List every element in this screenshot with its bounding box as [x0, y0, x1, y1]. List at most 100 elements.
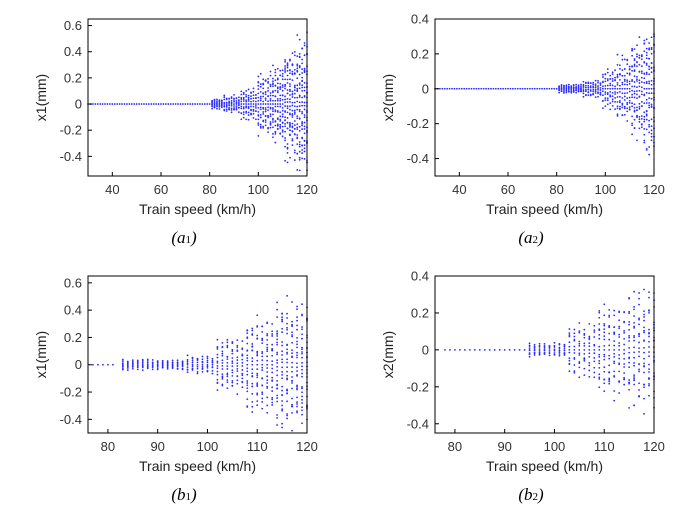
data-point [633, 90, 636, 93]
data-point [444, 348, 446, 351]
data-point [286, 400, 288, 403]
data-point [633, 379, 635, 382]
data-point [594, 86, 597, 89]
data-point [286, 66, 289, 69]
data-point [608, 338, 611, 341]
data-point [216, 367, 219, 370]
x-tick-label: 90 [497, 439, 511, 454]
data-point [276, 397, 279, 399]
data-point [301, 406, 303, 409]
data-point [608, 380, 611, 383]
data-point [587, 86, 590, 89]
data-point [485, 87, 487, 90]
data-point [261, 351, 264, 353]
data-point [284, 110, 286, 112]
data-point [648, 92, 651, 95]
data-point [616, 105, 619, 108]
data-point [638, 56, 641, 59]
y-axis-label: x1(mm) [33, 331, 49, 378]
data-point [528, 345, 531, 348]
data-point [613, 360, 616, 363]
data-point [645, 47, 648, 50]
data-point [613, 340, 616, 342]
data-point [568, 363, 571, 366]
data-point [623, 372, 626, 374]
data-point [135, 103, 138, 105]
data-point [293, 51, 296, 53]
data-point [477, 87, 480, 90]
data-point [608, 378, 611, 381]
data-point [296, 67, 299, 70]
data-point [626, 107, 629, 110]
data-point [303, 108, 306, 111]
data-point [638, 318, 640, 321]
data-point [284, 137, 286, 139]
data-point [628, 96, 631, 99]
data-point [274, 109, 277, 112]
data-point [533, 349, 536, 352]
data-point [291, 335, 293, 338]
data-point [237, 99, 240, 101]
data-point [609, 108, 612, 111]
data-point [497, 87, 500, 90]
data-point [146, 359, 149, 362]
data-point [650, 97, 653, 100]
data-point [289, 112, 291, 115]
data-point [583, 352, 586, 355]
data-point [636, 76, 638, 78]
data-point [293, 120, 296, 122]
data-point [196, 372, 199, 375]
data-point [514, 87, 517, 90]
data-point [242, 93, 245, 95]
data-point [558, 353, 561, 355]
data-point [281, 103, 284, 105]
data-point [246, 354, 249, 357]
data-point [650, 105, 653, 108]
data-point [246, 398, 249, 401]
data-point [553, 348, 556, 351]
data-point [573, 352, 576, 354]
data-point [231, 369, 234, 371]
data-point [251, 360, 254, 363]
data-point [259, 126, 262, 129]
data-point [511, 87, 514, 90]
data-point [465, 87, 468, 90]
data-point [643, 386, 645, 389]
data-point [251, 329, 254, 332]
data-point [613, 344, 616, 347]
data-point [136, 360, 139, 363]
data-point [250, 103, 252, 105]
data-point [276, 400, 279, 403]
data-point [276, 123, 279, 126]
data-point [276, 67, 279, 70]
data-point [598, 311, 601, 314]
data-point [259, 91, 262, 93]
data-point [281, 344, 284, 347]
data-point [301, 104, 304, 107]
data-point [252, 90, 255, 93]
data-point [296, 354, 298, 357]
data-point [588, 375, 591, 378]
data-point [186, 358, 189, 361]
data-point [598, 373, 601, 376]
data-point [286, 97, 289, 100]
data-point [593, 324, 596, 327]
data-point [257, 84, 260, 87]
data-point [257, 135, 260, 137]
data-point [633, 92, 636, 95]
data-point [281, 358, 284, 361]
data-point [638, 120, 641, 123]
data-point [633, 404, 635, 407]
data-point [284, 67, 286, 70]
data-point [584, 88, 587, 91]
data-point [636, 106, 638, 109]
data-point [298, 105, 301, 107]
data-point [126, 365, 129, 368]
data-point [301, 149, 304, 151]
data-point [226, 341, 229, 344]
data-point [211, 369, 214, 372]
data-point [293, 113, 296, 115]
data-point [623, 376, 626, 379]
data-point [623, 58, 626, 61]
data-point [593, 371, 596, 374]
